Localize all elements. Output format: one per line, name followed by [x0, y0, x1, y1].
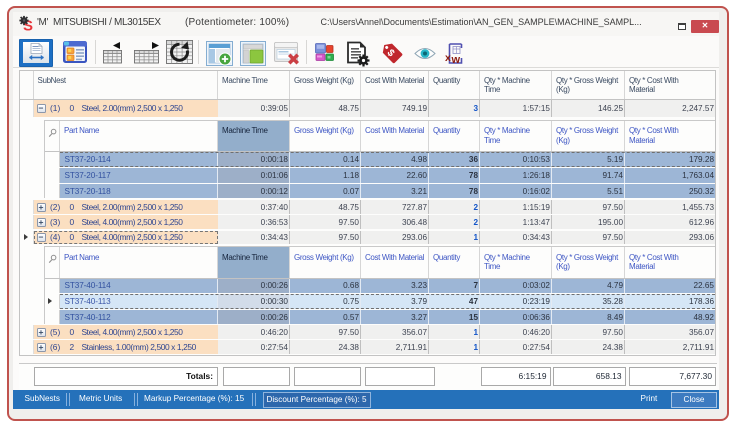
svg-text:x: x [445, 52, 451, 64]
svg-text:w: w [451, 54, 461, 64]
svg-text:S: S [23, 18, 33, 33]
